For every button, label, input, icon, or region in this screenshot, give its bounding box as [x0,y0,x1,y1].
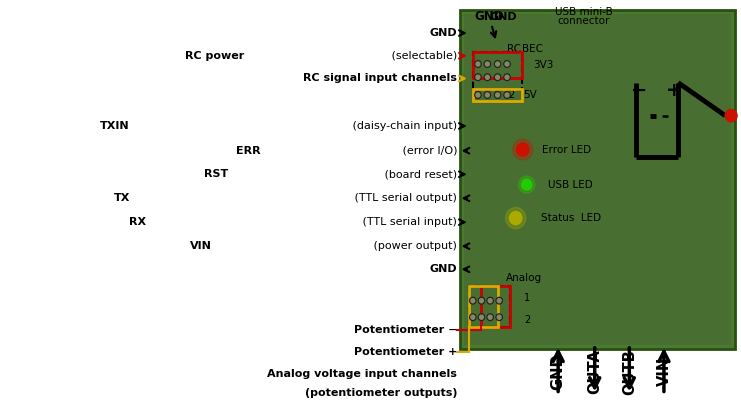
Circle shape [505,207,526,229]
Text: RC signal input channels: RC signal input channels [303,74,457,83]
Text: (error I/O): (error I/O) [399,146,457,156]
Circle shape [505,62,509,66]
Circle shape [475,61,481,67]
Circle shape [475,92,481,98]
Text: 1: 1 [524,293,530,303]
Text: 3V3: 3V3 [534,60,554,70]
Circle shape [496,314,502,320]
Circle shape [516,143,529,156]
Circle shape [504,74,510,81]
Text: OUTB: OUTB [622,349,637,394]
Text: VIN: VIN [657,357,671,386]
Text: 2: 2 [524,315,531,325]
Circle shape [479,314,485,320]
Text: RX: RX [129,217,146,227]
Bar [460,10,735,349]
Text: (board reset): (board reset) [381,169,457,179]
Circle shape [496,93,499,97]
Text: USB mini-B: USB mini-B [555,7,613,17]
Bar [473,89,522,101]
Circle shape [487,297,494,304]
Circle shape [485,75,489,79]
Circle shape [471,299,475,303]
Circle shape [470,314,476,320]
Circle shape [479,299,483,303]
Circle shape [479,297,485,304]
Text: (TTL serial input): (TTL serial input) [359,217,457,227]
Text: Potentiometer −: Potentiometer − [353,325,457,335]
Circle shape [519,176,535,193]
Text: GND: GND [474,10,504,23]
Circle shape [497,299,501,303]
Text: Error LED: Error LED [542,145,591,154]
Circle shape [484,61,491,67]
Text: Potentiometer +: Potentiometer + [353,347,457,357]
Text: (TTL serial output): (TTL serial output) [351,193,457,203]
Circle shape [509,211,522,225]
Circle shape [487,314,494,320]
Text: 5V: 5V [522,90,536,100]
Text: OUTA: OUTA [587,349,602,394]
Circle shape [504,61,510,67]
Text: GND: GND [430,28,457,38]
Circle shape [496,62,499,66]
Text: (power output): (power output) [370,241,457,251]
Circle shape [479,315,483,319]
Circle shape [522,179,532,190]
Text: RC: RC [507,44,521,54]
Circle shape [471,315,475,319]
Circle shape [476,75,480,79]
Circle shape [496,75,499,79]
Circle shape [494,74,501,81]
Circle shape [497,315,501,319]
Bar [469,286,510,327]
Circle shape [488,299,492,303]
Bar [473,52,522,90]
Circle shape [470,297,476,304]
Circle shape [488,315,492,319]
Circle shape [494,61,501,67]
Bar [469,286,498,327]
Text: Status  LED: Status LED [541,213,602,223]
Bar [473,52,522,78]
Text: GND: GND [489,12,517,21]
Circle shape [475,74,481,81]
Text: TXIN: TXIN [100,121,130,131]
Text: GND: GND [430,264,457,274]
Circle shape [505,93,509,97]
Text: (daisy-chain input): (daisy-chain input) [349,121,457,131]
Text: +: + [666,81,682,100]
Text: Analog: Analog [506,273,542,283]
Text: GND: GND [551,354,565,390]
Circle shape [496,297,502,304]
Text: RC power: RC power [185,51,245,61]
Text: (potentiometer outputs): (potentiometer outputs) [305,388,457,398]
Text: TX: TX [113,193,130,203]
Circle shape [485,93,489,97]
Text: USB LED: USB LED [548,180,593,190]
Circle shape [505,75,509,79]
Circle shape [484,74,491,81]
Text: ERR: ERR [236,146,261,156]
Text: −: − [631,81,647,100]
Text: RST: RST [204,169,228,179]
Text: 1: 1 [494,90,501,100]
Text: 2: 2 [508,90,514,100]
Text: connector: connector [557,17,610,26]
Text: (selectable): (selectable) [388,51,457,61]
Circle shape [484,92,491,98]
Bar [482,286,510,327]
Circle shape [513,139,533,160]
Circle shape [485,62,489,66]
Circle shape [504,92,510,98]
Circle shape [725,109,737,122]
Text: BEC: BEC [522,44,543,54]
Circle shape [476,62,480,66]
Bar [464,14,731,345]
Text: VIN: VIN [190,241,212,251]
Circle shape [476,93,480,97]
Circle shape [494,92,501,98]
Text: Analog voltage input channels: Analog voltage input channels [268,369,457,379]
